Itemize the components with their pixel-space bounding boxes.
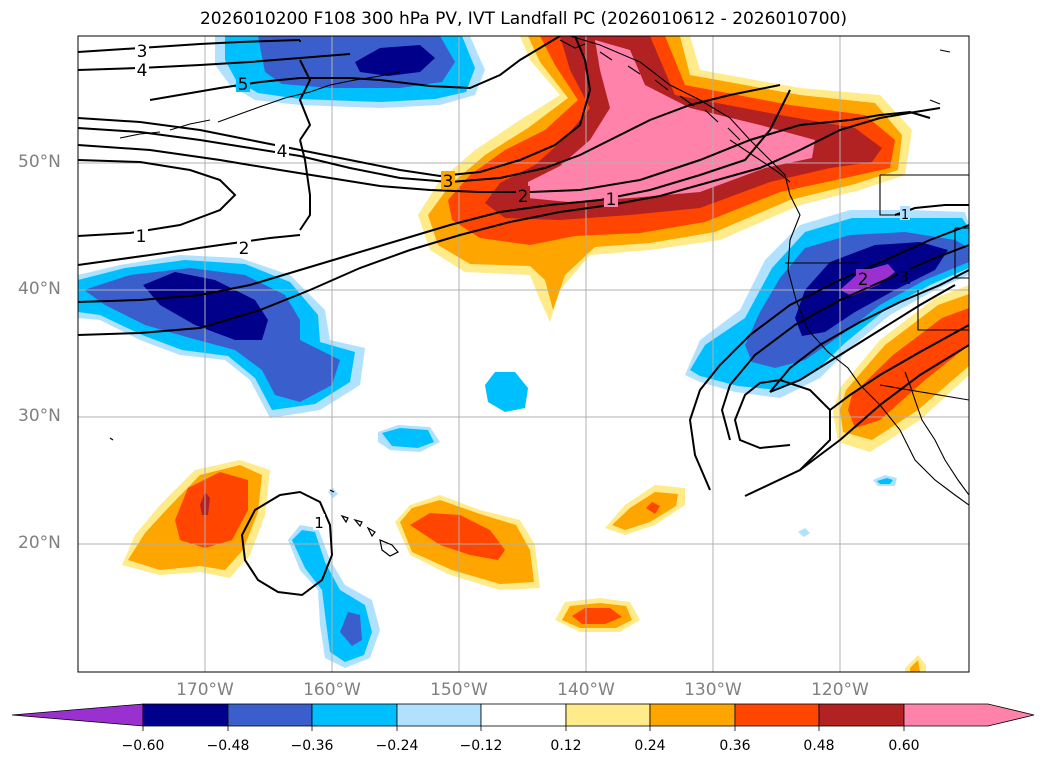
contour-label: 1 [901,208,909,223]
lat-label-30n: 30°N [18,406,61,426]
contour-label: 4 [277,142,288,162]
lat-label-40n: 40°N [18,279,61,299]
contour-label: 3 [443,172,454,192]
colorbar-tick-label: −0.36 [290,738,334,754]
lon-label-170w: 170°W [176,680,234,700]
positive-anomaly-small-blobs [555,485,685,632]
colorbar-tick-label: 0.24 [634,738,666,754]
map-title: 2026010200 F108 300 hPa PV, IVT Landfall… [199,9,847,29]
contour-label: 4 [137,61,148,81]
lon-label-150w: 150°W [430,680,488,700]
contour-label: 5 [238,75,249,95]
colorbar-tick-label: −0.12 [459,738,503,754]
negative-anomaly-north [215,36,485,108]
colorbar-tick-label: 0.36 [719,738,751,754]
lon-label-160w: 160°W [303,680,361,700]
negative-anomaly-small-blobs [288,372,897,668]
negative-anomaly-east [685,210,969,398]
hawaii-islands [109,437,399,557]
contour-label: 1 [606,190,617,210]
pv-contours [78,36,969,597]
negative-anomaly-west [78,255,365,418]
contour-label: 3 [899,268,909,286]
lat-label-20n: 20°N [18,533,61,553]
contour-label: 3 [137,42,148,62]
colorbar-extend-min [11,703,144,727]
coastlines [119,36,969,506]
map-area: 3 4 5 4 3 2 1 1 2 1 2 3 1 [78,36,969,672]
colorbar [11,703,1035,731]
colorbar-tick-label: −0.48 [206,738,250,754]
lat-label-50n: 50°N [18,152,61,172]
colorbar-tick-label: 0.48 [803,738,835,754]
positive-anomaly-central-blob [395,495,540,590]
contour-label: 1 [136,227,147,247]
colorbar-extend-max [903,703,1035,727]
lon-label-140w: 140°W [557,680,615,700]
contour-label: 2 [858,270,869,290]
contour-label: 2 [239,239,250,259]
lon-label-120w: 120°W [811,680,869,700]
contour-label: 2 [518,187,529,207]
colorbar-tick-label: 0.60 [888,738,920,754]
colorbar-tick-label: −0.24 [375,738,419,754]
lon-label-130w: 130°W [684,680,742,700]
colorbar-tick-label: −0.60 [121,738,165,754]
contour-label: 1 [314,514,324,532]
map-frame [77,35,970,673]
contour-labels: 3 4 5 4 3 2 1 1 2 1 2 3 1 [134,42,910,532]
colorbar-tick-label: 0.12 [550,738,582,754]
